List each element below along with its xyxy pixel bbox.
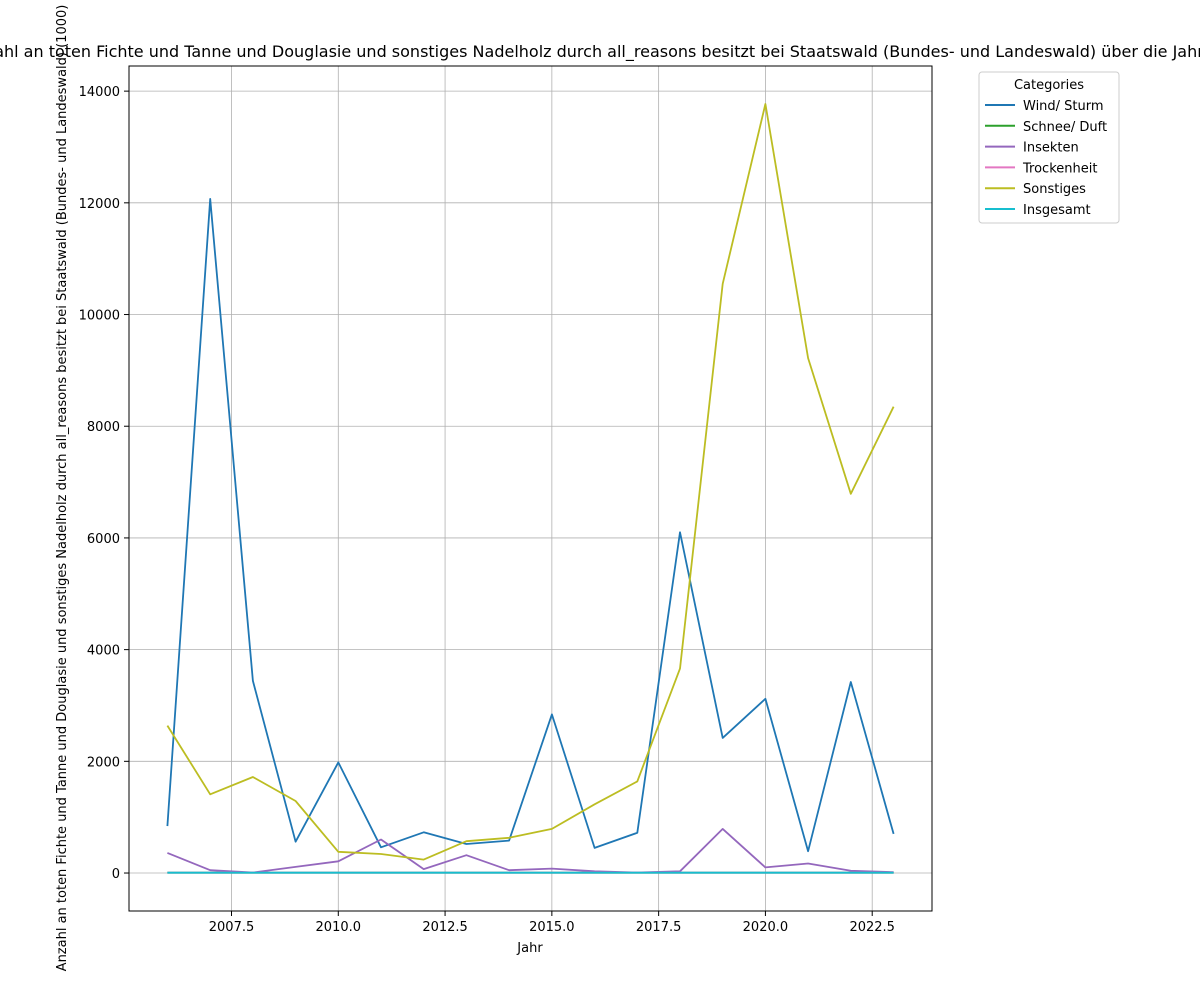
legend-label: Insgesamt [1023,203,1091,218]
y-tick-label: 2000 [87,755,120,770]
y-axis-title: Anzahl an toten Fichte und Tanne und Dou… [55,5,70,972]
legend-items: Wind/ Sturm Schnee/ Duft Insekten Trockenhe… [985,99,1107,218]
y-tick-label: 10000 [79,309,120,324]
x-axis-title: Jahr [516,941,543,956]
series-lines [166,103,895,874]
y-tick-label: 8000 [87,420,120,435]
plot-frame [128,65,933,912]
series-line-wind-sturm [166,197,895,853]
x-tick-label: 2007.5 [209,920,255,935]
chart-title: Anzahl an toten Fichte und Tanne und Dou… [0,42,1200,62]
x-tick-label: 2010.0 [316,920,362,935]
grid [129,66,932,911]
legend-title: Categories [1014,78,1084,93]
legend-label: Wind/ Sturm [1023,99,1104,114]
y-tick-label: 0 [112,867,120,882]
legend-label: Schnee/ Duft [1023,120,1107,135]
x-tick-label: 2015.0 [529,920,575,935]
series-line-sonstiges [166,103,895,861]
legend-label: Trockenheit [1022,161,1097,176]
legend-label: Insekten [1023,141,1079,156]
x-tick-label: 2022.5 [849,920,895,935]
series-line-insekten [167,828,894,874]
y-tick-label: 14000 [79,85,120,100]
y-tick-label: 12000 [79,197,120,212]
x-tick-label: 2020.0 [743,920,789,935]
x-axis: 2007.5 2010.0 2012.5 2015.0 2017.5 2020.0 2022… [209,911,895,935]
x-tick-label: 2012.5 [422,920,468,935]
y-tick-label: 4000 [87,644,120,659]
legend-box [978,71,1120,224]
x-tick-label: 2017.5 [636,920,682,935]
y-axis: 0 2000 4000 6000 8000 10000 12000 14000 [79,85,129,882]
y-tick-label: 6000 [87,532,120,547]
legend-label: Sonstiges [1023,182,1086,197]
legend: Categories Wind/ Sturm Schnee/ Duft Insekt… [978,71,1120,224]
